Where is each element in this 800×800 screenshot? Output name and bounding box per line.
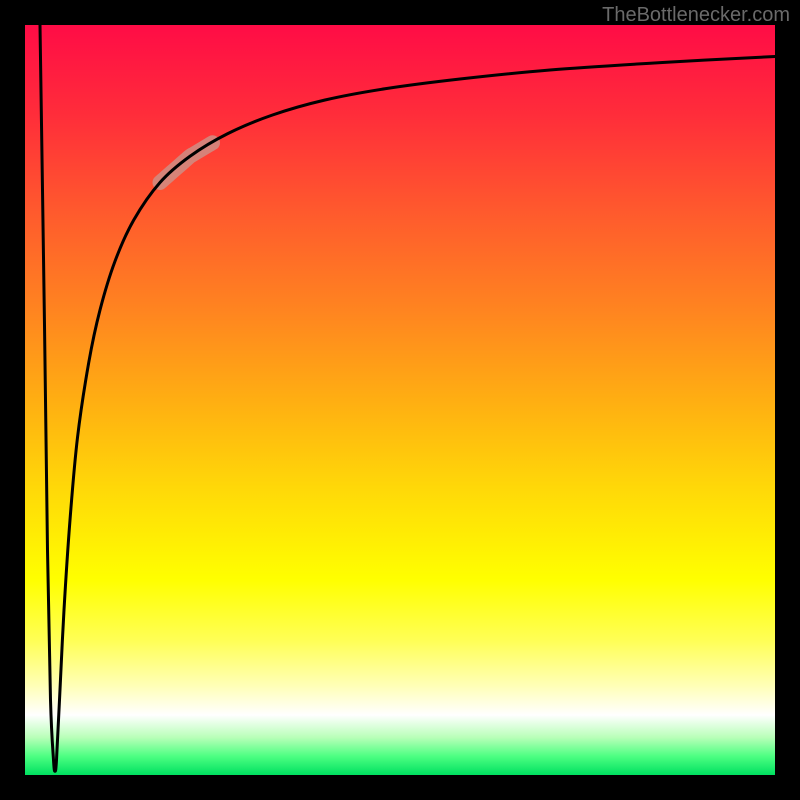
chart-svg bbox=[0, 0, 800, 800]
attribution-text: TheBottlenecker.com bbox=[602, 4, 790, 27]
chart-root: TheBottlenecker.com bbox=[0, 0, 800, 800]
chart-background bbox=[25, 25, 775, 775]
